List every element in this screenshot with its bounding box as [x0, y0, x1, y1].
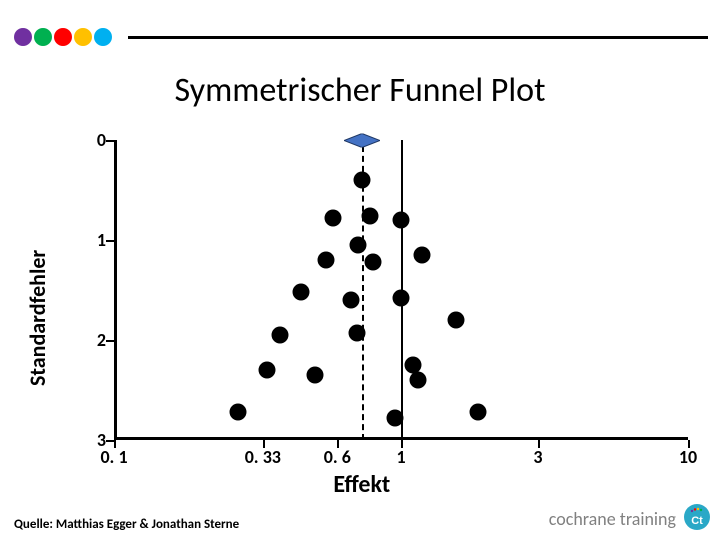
x-tick-mark [263, 440, 265, 448]
header-dot [94, 28, 112, 46]
y-tick-label: 1 [76, 229, 106, 251]
x-tick-label: 0. 6 [317, 446, 357, 468]
y-tick-mark [106, 240, 114, 242]
y-axis-label: Standardfehler [24, 250, 51, 386]
x-tick-label: 3 [518, 446, 558, 468]
header-dots [14, 28, 112, 46]
pooled-effect-diamond [344, 134, 380, 153]
data-point [350, 237, 367, 254]
y-tick-label: 0 [76, 129, 106, 151]
data-point [272, 327, 289, 344]
header-dot [54, 28, 72, 46]
data-point [362, 208, 379, 225]
header-dot [34, 28, 52, 46]
source-text: Quelle: Matthias Egger & Jonathan Sterne [14, 517, 239, 532]
data-point [318, 252, 335, 269]
x-tick-mark [337, 440, 339, 448]
header-dot [14, 28, 32, 46]
data-point [413, 247, 430, 264]
x-tick-mark [538, 440, 540, 448]
header-dot [74, 28, 92, 46]
y-tick-mark [106, 140, 114, 142]
x-axis-label: Effekt [322, 470, 402, 499]
y-tick-label: 2 [76, 329, 106, 351]
x-tick-mark [114, 440, 116, 448]
data-point [386, 410, 403, 427]
data-point [353, 172, 370, 189]
ct-icon: Ct [684, 504, 710, 530]
data-point [393, 290, 410, 307]
y-tick-mark [106, 440, 114, 442]
header-rule [128, 36, 708, 39]
x-tick-mark [401, 440, 403, 448]
x-tick-label: 0. 1 [94, 446, 134, 468]
data-point [306, 367, 323, 384]
pooled-effect-line [362, 146, 364, 440]
data-point [343, 292, 360, 309]
data-point [410, 372, 427, 389]
page-title: Symmetrischer Funnel Plot [0, 70, 720, 111]
data-point [393, 212, 410, 229]
svg-text:Ct: Ct [691, 515, 703, 527]
data-point [293, 284, 310, 301]
y-tick-mark [106, 340, 114, 342]
data-point [469, 404, 486, 421]
data-point [348, 325, 365, 342]
x-tick-label: 10 [668, 446, 708, 468]
x-tick-label: 0. 33 [243, 446, 283, 468]
data-point [325, 210, 342, 227]
data-point [447, 312, 464, 329]
brand-text: cochrane training [549, 508, 676, 530]
data-point [365, 254, 382, 271]
data-point [229, 404, 246, 421]
x-tick-label: 1 [381, 446, 421, 468]
x-tick-mark [688, 440, 690, 448]
funnel-chart: Standardfehler01230. 10. 330. 61310Effek… [72, 140, 688, 470]
data-point [258, 362, 275, 379]
